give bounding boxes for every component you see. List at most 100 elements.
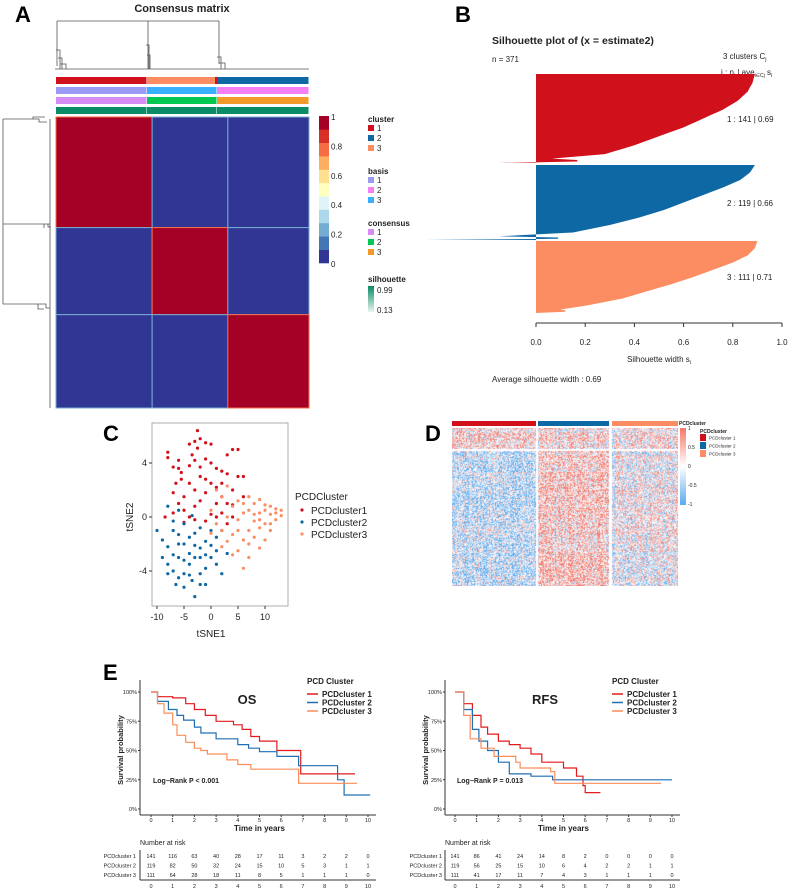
tsne-point-1: [236, 447, 240, 452]
tsne-point-3: [274, 507, 278, 511]
tsne-point-1: [193, 488, 197, 492]
risk-count: 0: [366, 873, 369, 879]
colorbar-tick: 0: [688, 464, 691, 470]
x-tick-label: 9: [649, 818, 652, 824]
annotation-silhouette-segment: [147, 107, 217, 114]
tsne-point-3: [263, 508, 267, 512]
tsne-point-1: [204, 519, 208, 523]
legend-item-label: PCDcluster1: [311, 506, 368, 517]
tsne-point-1: [220, 511, 224, 515]
x-tick-label: 10: [260, 612, 270, 622]
risk-count: 1: [649, 864, 652, 870]
tsne-point-3: [220, 545, 224, 549]
x-tick-label: 3: [215, 818, 218, 824]
legend-swatch: [368, 187, 374, 193]
tsne-point-2: [214, 549, 218, 553]
tsne-point-1: [231, 488, 235, 492]
tsne-point-3: [258, 511, 262, 515]
risk-count: 119: [147, 864, 156, 870]
y-tick-label: 4: [142, 458, 147, 468]
x-tick-label: 5: [258, 818, 261, 824]
left-dendrogram: [2, 116, 51, 408]
x-tick-label: -10: [150, 612, 163, 622]
colorbar-step: [319, 182, 329, 197]
risk-row-label: PCDcluster 1: [104, 854, 136, 860]
panel-label-e: E: [103, 660, 118, 685]
risk-count: 1: [670, 864, 673, 870]
km-legend-label: PCDcluster 3: [627, 707, 677, 716]
risk-count: 10: [539, 864, 545, 870]
tsne-point-2: [182, 522, 186, 526]
top-dendrogram: [55, 20, 309, 70]
risk-x-tick-label: 6: [280, 884, 283, 890]
y-tick-label: 0%: [434, 807, 442, 813]
tsne-point-1: [171, 465, 175, 469]
tsne-point-3: [220, 528, 224, 533]
km-curve-2: [455, 691, 672, 781]
risk-count: 2: [345, 854, 348, 860]
annotation-silhouette-segment: [56, 107, 147, 114]
risk-x-tick-label: 1: [475, 884, 478, 890]
tsne-point-1: [209, 442, 213, 446]
legend-item-label: 3: [377, 144, 382, 153]
tsne-point-2: [177, 532, 181, 537]
panel-c-tsne: -10 -5 0 5 10 4 0 -4 tSNE1 tSNE2 PCDCluster PCD…: [125, 422, 368, 640]
tsne-point-1: [204, 457, 208, 461]
tsne-point-1: [187, 464, 191, 468]
tsne-point-2: [193, 555, 197, 560]
tsne-point-2: [155, 528, 159, 533]
risk-count: 116: [168, 854, 177, 860]
km-legend-label: PCDcluster 3: [322, 707, 372, 716]
tsne-point-1: [187, 481, 191, 485]
tsne-point-1: [225, 453, 229, 457]
tsne-point-1: [182, 495, 186, 499]
tsne-point-3: [247, 495, 251, 499]
legend-item-label: 2: [377, 134, 382, 143]
average-silhouette: Average silhouette width : 0.69: [492, 375, 602, 384]
risk-count: 24: [517, 854, 523, 860]
legend-swatch: [700, 450, 706, 457]
risk-count: 141: [450, 854, 459, 860]
annotation-basis-segment: [217, 87, 309, 94]
legend-item-label: 3: [377, 248, 382, 257]
y-tick-label: 50%: [431, 749, 442, 755]
consensus-block: [151, 116, 229, 229]
y-tick-label: 0: [142, 512, 147, 522]
tsne-point-1: [177, 466, 181, 470]
km-plot-title: RFS: [532, 692, 558, 707]
tsne-point-1: [179, 470, 183, 475]
legend-swatch: [368, 125, 374, 131]
silhouette-min: 0.13: [377, 306, 393, 315]
silhouette-max: 0.99: [377, 286, 393, 295]
risk-count: 5: [280, 873, 283, 879]
km-legend-title: PCD Cluster: [307, 677, 354, 686]
risk-count: 14: [539, 854, 545, 860]
tsne-ylabel: tSNE2: [125, 502, 136, 531]
tsne-point-2: [187, 535, 191, 539]
y-tick-label: 100%: [123, 690, 137, 696]
risk-x-tick-label: 6: [584, 884, 587, 890]
risk-count: 0: [649, 854, 652, 860]
consensus-block: [151, 314, 229, 409]
risk-count: 15: [256, 864, 262, 870]
tsne-point-1: [166, 456, 170, 460]
silhouette-xlabel: Silhouette width si: [627, 355, 691, 366]
tsne-point-1: [214, 466, 218, 470]
colorbar-tick: 1: [331, 113, 336, 122]
tsne-point-2: [187, 573, 191, 577]
tsne-point-1: [209, 512, 213, 516]
annotation-consensus-segment: [147, 97, 217, 104]
legend-title-cluster: cluster: [368, 115, 394, 124]
tsne-point-3: [236, 549, 240, 553]
km-legend-label: PCDcluster 2: [322, 699, 372, 708]
risk-count: 28: [191, 873, 197, 879]
tsne-point-3: [252, 519, 256, 523]
silhouette-cluster-label: 3 : 111 | 0.71: [727, 273, 773, 282]
tsne-point-2: [177, 508, 181, 512]
consensus-heatmap: [55, 116, 310, 409]
silhouette-cluster-label: 2 : 119 | 0.66: [727, 199, 774, 208]
y-tick-label: 100%: [428, 690, 442, 696]
columns-header-sub2: i∈Cj: [755, 73, 765, 79]
panel-label-c: C: [103, 421, 119, 446]
